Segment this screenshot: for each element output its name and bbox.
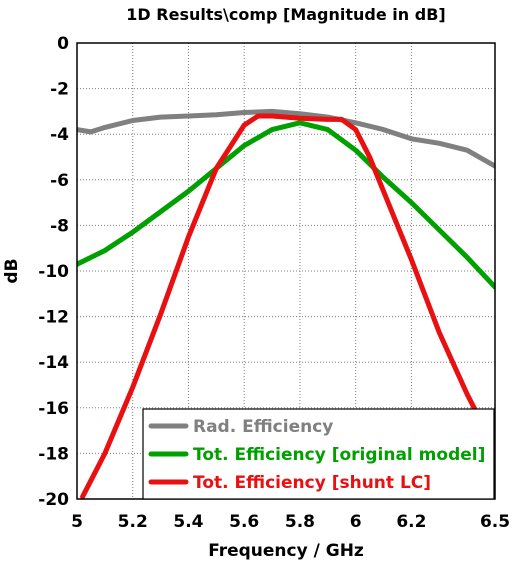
x-axis-ticks: 5 5.2 5.4 5.6 5.8 6 6.2 6.5	[71, 512, 510, 532]
x-tick-label: 5	[71, 512, 83, 532]
y-tick-label: -12	[38, 308, 69, 328]
series-line-1	[77, 108, 495, 169]
y-tick-label: -2	[50, 80, 69, 100]
legend-label-3: Tot. Efficiency [shunt LC]	[193, 473, 431, 493]
y-tick-label: -20	[38, 490, 69, 510]
x-tick-label: 5.2	[118, 512, 148, 532]
series-line-3	[80, 113, 484, 499]
x-tick-label: 6.5	[480, 512, 510, 532]
y-tick-label: -16	[38, 399, 69, 419]
legend-label-1: Rad. Efficiency	[193, 417, 333, 437]
y-tick-label: -18	[38, 444, 69, 464]
x-tick-label: 6.2	[396, 512, 426, 532]
y-tick-label: -4	[50, 125, 69, 145]
x-tick-label: 5.4	[173, 512, 203, 532]
y-axis-ticks: 0 -2 -4 -6 -8 -10 -12 -14 -16 -18 -20	[38, 34, 69, 510]
chart-title: 1D Results\comp [Magnitude in dB]	[126, 5, 445, 24]
x-axis-label: Frequency / GHz	[208, 541, 364, 561]
y-tick-label: -10	[38, 262, 69, 282]
y-axis-label: dB	[2, 258, 22, 283]
y-tick-label: -8	[50, 216, 69, 236]
y-tick-label: -6	[50, 171, 69, 191]
y-tick-label: 0	[57, 34, 69, 54]
x-tick-label: 6	[350, 512, 362, 532]
x-tick-label: 5.8	[285, 512, 315, 532]
series-group	[77, 108, 495, 499]
y-tick-label: -14	[38, 353, 69, 373]
legend-label-2: Tot. Efficiency [original model]	[193, 445, 485, 465]
series-line-2	[77, 120, 495, 290]
x-tick-label: 5.6	[229, 512, 259, 532]
legend-box	[142, 408, 495, 500]
legend: Rad. Efficiency Tot. Efficiency [original…	[142, 408, 495, 500]
